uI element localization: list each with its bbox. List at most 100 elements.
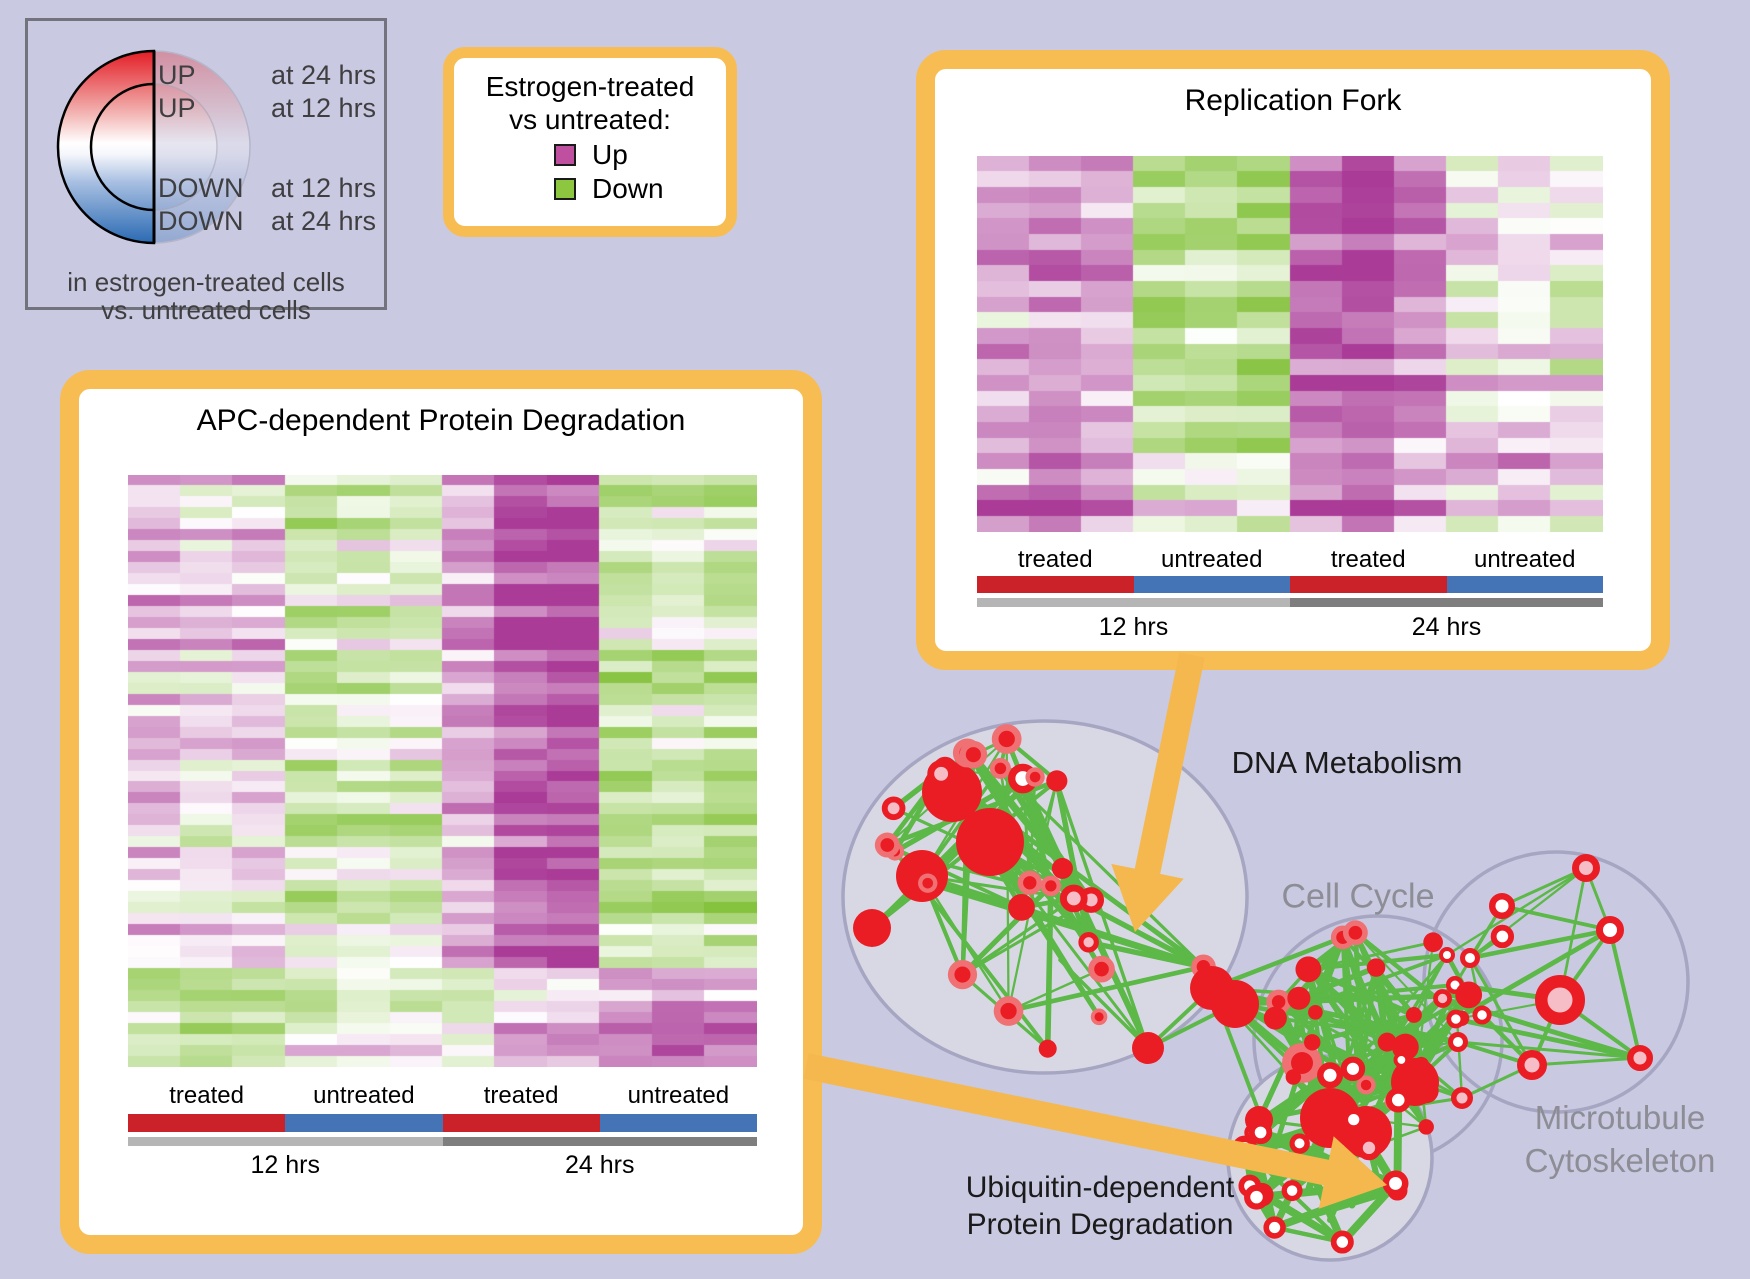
network-edge: [1558, 998, 1642, 1060]
network-edge: [885, 778, 1060, 848]
network-edge: [1007, 967, 1103, 1013]
updown-legend-box: Estrogen-treated vs untreated: Up Down: [443, 47, 737, 237]
legend-item-down: Down: [554, 173, 726, 204]
network-edge: [1456, 1040, 1534, 1067]
network-edge: [1296, 935, 1345, 1001]
network-edge: [1296, 996, 1316, 1115]
network-edge: [1363, 1044, 1409, 1135]
network-edge: [1290, 995, 1302, 1080]
network-edge: [1412, 1013, 1428, 1129]
network-edge: [920, 737, 1008, 878]
network-edge: [1249, 1128, 1400, 1188]
network-edge: [1349, 1115, 1402, 1195]
network-node: [959, 740, 988, 769]
network-node: [1038, 1039, 1057, 1058]
network-edge: [892, 807, 1093, 902]
network-node: [1330, 925, 1355, 950]
network-edge: [1028, 775, 1037, 885]
network-edge: [960, 752, 976, 977]
network-edge: [1305, 966, 1355, 1135]
network-edge: [1326, 1114, 1356, 1209]
network-edge: [1353, 931, 1428, 1093]
network-node: [1460, 948, 1480, 968]
inner-circle-left-half: [89, 82, 156, 212]
network-edge: [1309, 1012, 1417, 1045]
network-edge: [1058, 958, 1150, 1050]
network-edge: [1231, 1000, 1430, 1094]
network-edge: [1312, 934, 1346, 1016]
network-edge: [943, 737, 1009, 770]
rep-group-untreated-24: untreated: [1474, 546, 1576, 573]
network-edge: [1364, 953, 1449, 1087]
network-node: [1448, 1032, 1468, 1052]
network-edge: [1071, 895, 1207, 970]
network-edge: [938, 771, 1077, 902]
network-edge: [1306, 967, 1389, 1044]
network-edge: [1306, 967, 1464, 1100]
network-edge: [1257, 1190, 1279, 1232]
network-node: [989, 757, 1011, 779]
network-node: [1330, 1230, 1354, 1254]
network-edge: [1328, 1080, 1417, 1120]
network-edge: [1252, 1179, 1400, 1202]
network-node: [1059, 884, 1088, 913]
network-node: [1088, 955, 1115, 983]
network-edge: [1252, 1128, 1265, 1202]
network-node: [947, 959, 978, 990]
network-node: [1304, 1103, 1324, 1123]
network-edge: [1241, 1116, 1358, 1152]
network-edge: [1299, 1009, 1319, 1066]
apc-degradation-heatmap: [128, 475, 757, 1067]
network-edge: [1460, 1063, 1534, 1100]
network-edge: [1306, 952, 1450, 972]
network-edge: [1272, 1015, 1373, 1151]
network-edge: [1558, 928, 1612, 1002]
network-edge: [1349, 965, 1379, 1135]
network-edge: [1272, 1188, 1400, 1230]
network-edge: [1210, 986, 1360, 1000]
network-edge: [1291, 1062, 1423, 1079]
network-edge: [1350, 1096, 1402, 1123]
network-edge: [1327, 1073, 1356, 1122]
network-edge: [1020, 775, 1054, 889]
cluster-circle-dna: [841, 719, 1249, 1075]
network-node: [1391, 1058, 1439, 1106]
network-node: [1596, 916, 1624, 944]
network-edge: [997, 766, 1065, 871]
network-edge: [1291, 1061, 1304, 1079]
network-edge: [1403, 983, 1457, 1094]
network-edge: [1258, 1130, 1302, 1146]
network-edge: [1290, 1074, 1414, 1089]
network-node: [1282, 1043, 1322, 1083]
network-edge: [926, 775, 1037, 885]
network-edge: [965, 751, 1064, 870]
apc-group-untreated-12: untreated: [313, 1082, 415, 1109]
network-edge: [1306, 967, 1429, 1093]
network-edge: [987, 839, 1033, 886]
up-color-swatch: [554, 144, 576, 166]
network-edge: [1272, 930, 1358, 1021]
network-edge: [1453, 927, 1613, 1022]
network-node: [991, 724, 1022, 754]
network-edge: [884, 771, 944, 848]
network-node: [1397, 1083, 1414, 1100]
network-node: [1281, 1180, 1303, 1202]
network-node-core: [1348, 925, 1363, 940]
network-edge: [1468, 904, 1504, 960]
network-edge: [869, 778, 1059, 931]
network-edge: [1257, 1129, 1401, 1194]
network-edge: [1354, 931, 1460, 1044]
network-edge: [1297, 1140, 1400, 1193]
network-edge: [1297, 997, 1403, 1062]
network-edge: [1242, 1146, 1252, 1189]
network-edge: [1004, 736, 1092, 945]
network-node-core: [1045, 880, 1057, 892]
network-edge: [1410, 1011, 1425, 1068]
network-edge: [1312, 1111, 1428, 1129]
network-edge: [988, 840, 1150, 1050]
network-edge: [1339, 934, 1372, 1151]
network-edge: [1255, 1043, 1409, 1124]
network-node: [1238, 1174, 1262, 1198]
scale-row-down24: DOWN: [158, 206, 244, 236]
network-node-core: [880, 838, 895, 852]
